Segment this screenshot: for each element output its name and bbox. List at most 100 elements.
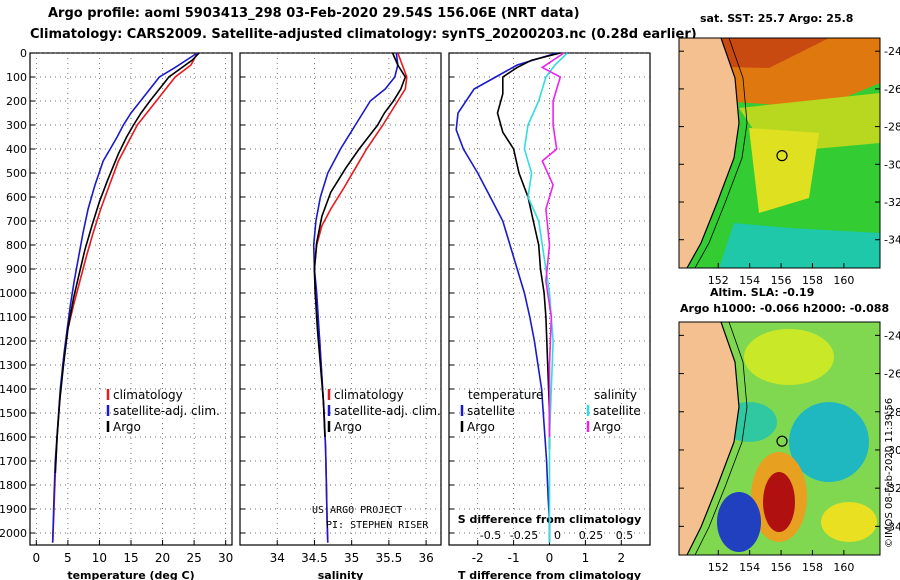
y-tick-label: 1800 <box>0 479 27 492</box>
legend-s-argo: Argo <box>593 420 621 434</box>
y-tick-label: 2000 <box>0 527 27 540</box>
legend-t-satellite: satellite <box>467 404 515 418</box>
y-tick-label: 200 <box>6 95 27 108</box>
x-tick-label: 30 <box>218 551 233 565</box>
land-mass <box>679 38 739 268</box>
y-tick-label: 600 <box>6 191 27 204</box>
lat-tick-label: -34 <box>884 520 900 533</box>
panel-frame <box>239 52 442 546</box>
top-tick-label: 0.5 <box>616 529 634 542</box>
y-tick-label: 0 <box>20 47 27 60</box>
map-frame <box>678 37 881 269</box>
lat-tick-label: -32 <box>884 196 900 209</box>
map-frame <box>678 321 881 556</box>
sst-map-title: sat. SST: 25.7 Argo: 25.8 <box>700 12 854 25</box>
y-tick-label: 500 <box>6 167 27 180</box>
y-tick-label: 1600 <box>0 431 27 444</box>
legend-satellite-adj: satellite-adj. clim. <box>113 404 220 418</box>
y-tick-label: 800 <box>6 239 27 252</box>
timestamp-stamp: ©IMOS 08-Feb-2020 11:39:56 <box>884 397 895 548</box>
lon-tick-label: 156 <box>771 274 792 287</box>
coastline <box>686 322 740 555</box>
map-field <box>679 38 880 268</box>
lat-tick-label: -26 <box>884 83 900 96</box>
legend-salinity: climatology satellite-adj. clim. Argo <box>327 388 441 434</box>
y-tick-label: 1400 <box>0 383 27 396</box>
series-line-argo <box>54 52 200 474</box>
x-tick-label: 25 <box>186 551 201 565</box>
y-tick-label: 1000 <box>0 287 27 300</box>
series-line-temperature-argo <box>496 52 561 449</box>
sla-high-1 <box>744 329 834 385</box>
legend-climatology: climatology <box>334 388 404 402</box>
sst-tongue <box>749 128 819 213</box>
x-tick-label: 20 <box>155 551 170 565</box>
sla-high-3 <box>821 502 877 542</box>
y-tick-label: 300 <box>6 119 27 132</box>
series-line-salinity-satellite <box>523 52 568 543</box>
x-tick-label: 34 <box>270 551 285 565</box>
legend-argo: Argo <box>334 420 362 434</box>
lat-tick-label: -30 <box>884 444 900 457</box>
sla-low-core <box>717 492 761 552</box>
x-tick-label: 0 <box>32 551 40 565</box>
profile-location-marker <box>776 435 788 447</box>
coastline <box>686 38 740 268</box>
lon-tick-label: 154 <box>739 561 760 574</box>
profile-location-marker <box>776 150 788 162</box>
profile-panels: 0 5 10 15 20 25 300100200300400500600700800900… <box>0 47 651 580</box>
profile-panel-2: 34 34.5 35 35.5 36 salinity <box>239 52 442 580</box>
lon-tick-label: 158 <box>802 561 823 574</box>
top-tick-label: 0 <box>554 529 561 542</box>
series-line-salinity-argo <box>540 52 565 437</box>
shelf-contour <box>694 322 748 555</box>
x-tick-label: -2 <box>472 551 484 565</box>
legend-salinity-heading: salinity <box>594 388 637 402</box>
lon-tick-label: 160 <box>833 274 854 287</box>
lat-tick-label: -28 <box>884 406 900 419</box>
credit-line1: US ARGO PROJECT <box>312 505 403 516</box>
lat-tick-label: -24 <box>884 45 900 58</box>
y-tick-label: 900 <box>6 263 27 276</box>
shelf-contour <box>694 38 748 268</box>
x-tick-label: 34.5 <box>301 551 328 565</box>
x-axis-label: salinity <box>318 569 364 580</box>
y-tick-label: 1200 <box>0 335 27 348</box>
x-tick-label: 35.5 <box>376 551 403 565</box>
x-tick-label: 5 <box>64 551 72 565</box>
y-tick-label: 1300 <box>0 359 27 372</box>
legend-s-satellite: satellite <box>593 404 641 418</box>
lat-tick-label: -28 <box>884 121 900 134</box>
sst-cool-band <box>719 223 880 268</box>
x-tick-label: -1 <box>508 551 520 565</box>
legend-t-argo: Argo <box>467 420 495 434</box>
top-tick-label: 0.25 <box>579 529 604 542</box>
lat-tick-label: -34 <box>884 234 900 247</box>
top-tick-label: -0.25 <box>510 529 538 542</box>
y-tick-label: 100 <box>6 71 27 84</box>
x-tick-label: 36 <box>418 551 433 565</box>
y-tick-label: 1500 <box>0 407 27 420</box>
x-tick-label: 35 <box>344 551 359 565</box>
x-axis-label: T difference from climatology <box>458 569 641 580</box>
sla-low-2 <box>789 402 869 482</box>
lat-tick-label: -30 <box>884 158 900 171</box>
x-tick-label: 2 <box>617 551 625 565</box>
lon-tick-label: 158 <box>802 274 823 287</box>
lon-tick-label: 156 <box>771 561 792 574</box>
top-tick-label: -0.5 <box>480 529 501 542</box>
map-field <box>679 322 880 555</box>
sst-map: -24 -26 -28 -30 -32 -34 152 154 156 158 160 <box>678 37 900 287</box>
figure-title-line1: Argo profile: aoml 5903413_298 03-Feb-20… <box>48 6 580 21</box>
lon-tick-label: 152 <box>708 561 729 574</box>
lon-tick-label: 154 <box>739 274 760 287</box>
series-line-argo <box>313 52 407 438</box>
figure-title-line2: Climatology: CARS2009. Satellite-adjuste… <box>30 27 697 42</box>
y-tick-label: 700 <box>6 215 27 228</box>
lon-tick-label: 152 <box>708 274 729 287</box>
sla-map: -24 -26 -28 -30 -32 -34 152 154 156 158 160 <box>678 321 900 574</box>
y-tick-label: 1700 <box>0 455 27 468</box>
legend-satellite-adj: satellite-adj. clim. <box>334 404 441 418</box>
